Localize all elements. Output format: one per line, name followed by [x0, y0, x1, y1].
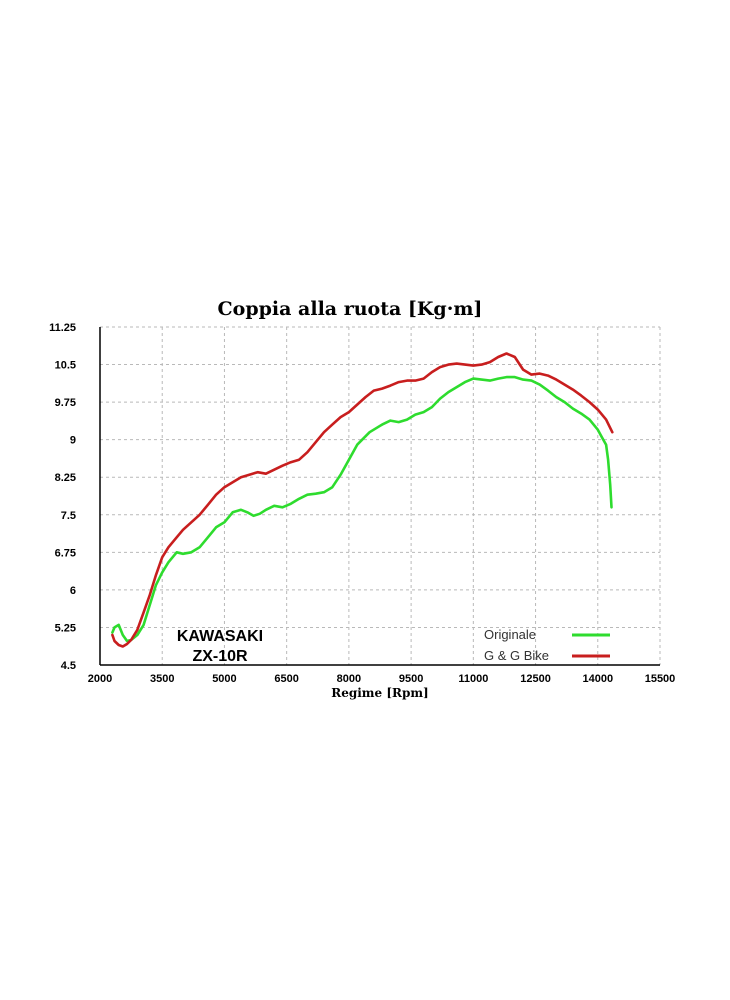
y-tick-label: 4.5: [61, 660, 76, 672]
legend-label-gg-bike: G & G Bike: [484, 648, 549, 663]
x-tick-label: 15500: [645, 673, 676, 685]
x-tick-label: 14000: [582, 673, 613, 685]
annotation-brand: KAWASAKI: [177, 628, 263, 645]
x-tick-label: 11000: [458, 673, 488, 685]
y-tick-label: 5.25: [55, 622, 76, 634]
y-tick-labels: 11.25 10.5 9.75 9 8.25 7.5 6.75 6 5.25 4.5: [49, 322, 76, 672]
x-tick-labels: 2000 3500 5000 6500 8000 9500 11000 12500 14000 1…: [88, 673, 676, 685]
y-tick-label: 9: [70, 435, 76, 447]
x-tick-label: 2000: [88, 673, 112, 685]
axes: [99, 327, 660, 666]
y-tick-label: 7.5: [61, 510, 76, 522]
x-tick-label: 5000: [212, 673, 236, 685]
series-line-originale: [111, 375, 613, 643]
y-tick-label: 8.25: [55, 472, 76, 484]
legend: Originale G & G Bike: [484, 627, 610, 663]
annotation-model: ZX-10R: [192, 648, 248, 665]
y-tick-label: 6.75: [55, 547, 76, 559]
x-tick-label: 6500: [274, 673, 298, 685]
x-tick-label: 12500: [520, 673, 551, 685]
y-tick-label: 9.75: [55, 397, 76, 409]
series-line-gg-bike: [111, 352, 614, 648]
series-lines: [111, 352, 614, 648]
y-tick-label: 10.5: [55, 360, 76, 372]
x-tick-label: 3500: [150, 673, 174, 685]
y-tick-label: 11.25: [49, 322, 76, 334]
chart-title: Coppia alla ruota [Kg·m]: [218, 298, 483, 320]
x-tick-label: 9500: [399, 673, 423, 685]
x-axis-label: Regime [Rpm]: [331, 686, 428, 700]
x-tick-label: 8000: [337, 673, 361, 685]
legend-label-originale: Originale: [484, 627, 536, 642]
y-tick-label: 6: [70, 585, 76, 597]
